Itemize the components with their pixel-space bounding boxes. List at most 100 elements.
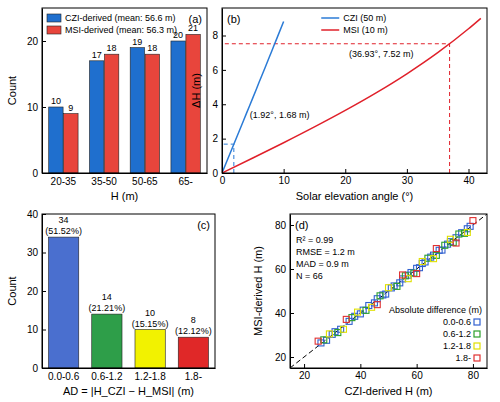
y-tick-label: 60	[275, 264, 287, 275]
annotation: N = 66	[296, 271, 323, 281]
y-tick: 60	[275, 264, 294, 275]
point	[394, 283, 400, 289]
legend: CZI (50 m)MSI (10 m)	[321, 13, 388, 35]
legend-label: CZI (50 m)	[343, 13, 386, 23]
point	[433, 246, 439, 252]
legend-item: 1.8-	[455, 353, 480, 363]
data-label: 18	[107, 43, 117, 53]
x-tick: 20-35	[51, 176, 77, 187]
percent-label: (51.52%)	[45, 226, 82, 236]
data-label: 17	[92, 50, 102, 60]
legend-item: 1.2-1.8	[443, 341, 480, 351]
x-tick: 60	[412, 364, 424, 381]
y-tick-mark	[42, 41, 46, 42]
x-tick-label: 80	[468, 370, 480, 381]
point	[400, 272, 406, 278]
x-tick-mark	[304, 364, 305, 368]
y-axis-title: Count	[6, 276, 18, 305]
legend-symbol	[474, 331, 480, 337]
bar	[49, 107, 63, 173]
y-tick-mark	[222, 139, 226, 140]
legend-symbol	[474, 343, 480, 349]
percent-label: (21.21%)	[89, 303, 126, 313]
bar	[130, 48, 144, 173]
x-tick: 20	[299, 364, 311, 381]
point	[467, 223, 473, 229]
panel: Solar elevation angle (°)ΔH (m)(b)(1.92°…	[190, 8, 488, 202]
data-label: 9	[68, 103, 73, 113]
x-tick-label: 0.6-1.2	[91, 371, 123, 382]
x-axis-title: AD = |H_CZI − H_MSI| (m)	[63, 385, 194, 397]
y-tick-mark	[222, 70, 226, 71]
x-tick-mark	[473, 364, 474, 368]
bar	[64, 114, 78, 173]
point	[343, 316, 349, 322]
bar	[92, 314, 122, 368]
line	[222, 21, 284, 173]
plot-frame	[42, 8, 207, 173]
data-label: 14	[102, 292, 112, 302]
legend-item: CZI-derived (mean: 56.6 m)	[47, 13, 176, 23]
bar	[104, 54, 118, 173]
reference-line	[222, 44, 450, 173]
x-tick: 65-	[178, 176, 192, 187]
annotation: (1.92°, 1.68 m)	[250, 110, 310, 120]
legend-item: CZI (50 m)	[321, 13, 386, 23]
x-tick: 35-50	[91, 176, 117, 187]
panel: AD = |H_CZI − H_MSI| (m) Count (c) 34(51.52…	[6, 209, 216, 397]
x-tick: 40	[463, 169, 475, 186]
x-tick-mark	[407, 169, 408, 173]
y-tick: 6	[212, 65, 226, 76]
x-tick-label: 1.8-	[185, 371, 202, 382]
point	[355, 309, 361, 315]
legend-item: 0.0-0.6	[443, 317, 480, 327]
x-tick-label: 35-50	[91, 176, 117, 187]
point	[414, 271, 420, 277]
y-axis: 010203040	[27, 209, 46, 374]
y-tick: 4	[212, 99, 226, 110]
point	[419, 259, 425, 265]
x-axis: 0.0-0.6 0.6-1.2 1.2-1.8 1.8-	[43, 369, 216, 383]
x-tick: 40	[355, 364, 367, 381]
legend-label: 1.8-	[455, 353, 471, 363]
bar	[135, 330, 165, 369]
x-tick-mark	[469, 169, 470, 173]
legend-symbol	[321, 17, 339, 19]
texts: AD = |H_CZI − H_MSI| (m) Count (c) 34(51.52…	[6, 215, 212, 397]
x-tick-label: 0.0-0.6	[48, 371, 80, 382]
panel-title: (c)	[197, 219, 210, 231]
y-axis: 02468	[212, 9, 226, 179]
legend-symbol	[321, 29, 339, 31]
legend-title: Absolute difference (m)	[389, 305, 482, 315]
data-label: 34	[59, 215, 69, 225]
legend-symbol	[47, 14, 61, 22]
x-tick-label: 20	[340, 175, 352, 186]
bar	[89, 61, 103, 173]
x-tick-label: 10	[279, 175, 291, 186]
y-tick-label: 20	[27, 286, 39, 297]
x-tick-label: 20-35	[51, 176, 77, 187]
x-tick-label: 30	[402, 175, 414, 186]
y-tick: 20	[27, 36, 46, 47]
y-tick-label: 40	[275, 308, 287, 319]
x-tick: 1.8-	[185, 371, 202, 382]
data-label: 8	[191, 315, 196, 325]
legend-label: 0.0-0.6	[443, 317, 471, 327]
y-tick: 30	[27, 247, 46, 258]
legend-symbol	[47, 26, 61, 34]
x-tick: 1.2-1.8	[135, 371, 167, 382]
y-tick-mark	[222, 104, 226, 105]
y-axis: 01020	[27, 9, 46, 179]
plot-area	[49, 34, 201, 173]
y-tick-label: 2	[212, 133, 218, 144]
bar	[178, 337, 208, 368]
x-tick: 30	[402, 169, 414, 186]
plot-frame	[222, 8, 487, 173]
y-tick-label: 80	[275, 220, 287, 231]
x-tick: 0.6-1.2	[91, 371, 123, 382]
y-tick-label: 10	[27, 324, 39, 335]
line	[222, 18, 481, 173]
plot-area	[290, 214, 487, 368]
y-axis-title: ΔH (m)	[190, 73, 202, 108]
y-axis: 20406080	[275, 215, 294, 369]
